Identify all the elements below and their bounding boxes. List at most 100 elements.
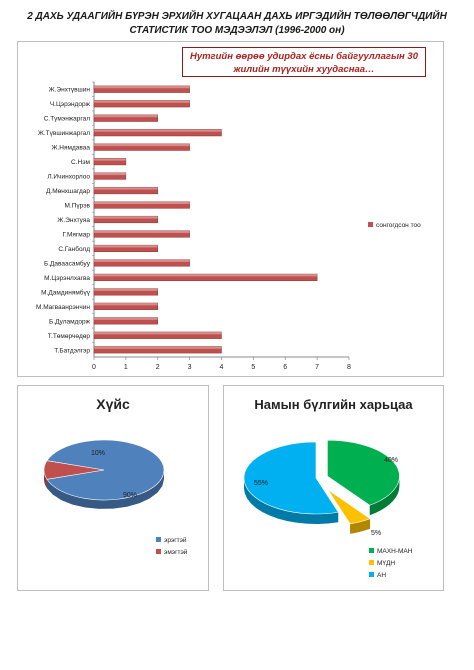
bar-legend: сонгогдсон тоо xyxy=(368,222,421,229)
gender-legend-label: эрэгтэй xyxy=(164,536,187,544)
bar-7 xyxy=(93,172,127,180)
pie-data-label: 55% xyxy=(254,480,268,487)
x-tick-label: 3 xyxy=(188,364,192,371)
gender-pie-panel: Хүйс 90% 10% эрэгтэй эмэгтэй xyxy=(17,385,209,591)
pie-data-label: 90% xyxy=(123,492,137,499)
pie-data-label: 40% xyxy=(384,457,398,464)
category-label: Б.Даваасамбуу xyxy=(44,259,91,267)
page-title: 2 ДАХЬ УДААГИЙН БҮРЭН ЭРХИЙН ХУГАЦААН ДА… xyxy=(10,10,464,38)
bar-body xyxy=(93,346,222,354)
bar-highlight xyxy=(94,230,190,233)
bar-1 xyxy=(93,85,190,93)
category-label: Ж.Нямдаваа xyxy=(51,145,90,152)
bar-15 xyxy=(93,288,158,296)
bar-body xyxy=(93,302,158,310)
bar-highlight xyxy=(94,85,190,89)
bar-highlight xyxy=(94,129,222,132)
category-label: М.Магваанрэнчин xyxy=(36,304,90,311)
bar-highlight xyxy=(94,259,190,262)
category-label: Т.Төмөрчөдөр xyxy=(48,333,91,340)
category-label: Б.Дуламдорж xyxy=(49,318,91,325)
bar-highlight xyxy=(94,317,158,320)
pie-slice-side xyxy=(244,478,339,524)
bar-highlight xyxy=(94,158,126,161)
gender-pie-chart: 90% 10% эрэгтэй эмэгтэй xyxy=(43,439,188,556)
pie-slice-male xyxy=(46,439,165,501)
bar-highlight xyxy=(94,187,158,190)
bar-18 xyxy=(93,331,222,339)
gender-legend-label: эмэгтэй xyxy=(164,548,188,556)
bar-body xyxy=(93,186,158,195)
party-legend-swatch xyxy=(369,548,374,553)
bar-body xyxy=(93,158,127,166)
category-label: М.Дамдинямбүү xyxy=(41,288,91,296)
gender-legend-swatch xyxy=(156,549,161,554)
x-tick-label: 4 xyxy=(220,364,224,371)
bar-body xyxy=(93,259,190,267)
pie-data-label: 10% xyxy=(91,450,105,457)
bar-highlight xyxy=(94,114,158,118)
bar-highlight xyxy=(94,331,222,335)
bar-highlight xyxy=(94,100,190,103)
bar-highlight xyxy=(94,172,126,176)
pie-data-label: 5% xyxy=(371,530,381,537)
x-tick-label: 1 xyxy=(124,364,128,371)
category-label: Д.Мөнхшагдар xyxy=(46,188,90,195)
bar-highlight xyxy=(94,303,158,306)
bar-16 xyxy=(93,302,158,310)
bar-12 xyxy=(93,244,158,253)
party-legend-label: МАХН-МАН xyxy=(377,548,413,555)
bar-6 xyxy=(93,158,127,166)
category-label: М.Пүрэв xyxy=(64,203,90,210)
bar-17 xyxy=(93,317,158,325)
category-label: С.Ганболд xyxy=(58,245,90,253)
pie-slice-makh-man xyxy=(327,439,400,506)
bar-highlight xyxy=(94,216,158,219)
bar-highlight xyxy=(94,288,158,291)
party-legend-label: АН xyxy=(377,572,386,579)
x-tick-label: 5 xyxy=(251,364,255,371)
bar-body xyxy=(93,143,190,151)
gender-legend-swatch xyxy=(156,537,161,542)
bar-3 xyxy=(93,114,158,122)
legend-label: сонгогдсон тоо xyxy=(376,222,421,229)
category-label: Ж.Энхтуяа xyxy=(57,217,90,224)
bar-body xyxy=(93,129,222,137)
category-label: С.Түмэнжаргал xyxy=(44,116,91,123)
bar-highlight xyxy=(94,346,222,349)
bar-body xyxy=(93,230,190,238)
bar-highlight xyxy=(94,201,190,205)
pie-slice-side xyxy=(44,469,47,489)
legend-swatch xyxy=(368,222,373,227)
bar-5 xyxy=(93,143,190,151)
bar-body xyxy=(93,317,158,325)
bar-body xyxy=(93,114,158,122)
party-legend-swatch xyxy=(369,572,374,577)
pie-slice-side xyxy=(369,476,400,516)
category-label: С.Нэм xyxy=(71,159,91,166)
bar-highlight xyxy=(94,245,158,248)
bar-19 xyxy=(93,346,222,354)
category-label: М.Цэрэнлхагва xyxy=(44,275,90,282)
bar-body xyxy=(93,215,158,224)
party-pie-title: Намын бүлгийн харьцаа xyxy=(254,397,413,412)
pie-slice-mudn xyxy=(327,489,371,525)
bar-body xyxy=(93,100,190,108)
bar-4 xyxy=(93,129,222,137)
party-legend-label: МҮДН xyxy=(377,560,395,567)
category-label: Ж.Түвшинжаргал xyxy=(38,130,90,137)
bar-9 xyxy=(93,201,190,209)
pie-slice-side xyxy=(46,470,164,509)
bar-body xyxy=(93,172,127,180)
pie-slice-an xyxy=(243,441,339,515)
bar-highlight xyxy=(94,143,190,147)
x-tick-label: 2 xyxy=(156,364,160,371)
bar-body xyxy=(93,244,158,253)
pie-slice-female xyxy=(43,460,105,480)
category-label: Ж.Энхтүвшин xyxy=(49,87,91,94)
category-label: Г.Мягмар xyxy=(62,231,90,238)
pie-slice-side xyxy=(350,518,371,534)
x-tick-label: 8 xyxy=(347,364,351,371)
bar-14 xyxy=(93,273,318,281)
bar-body xyxy=(93,331,222,339)
